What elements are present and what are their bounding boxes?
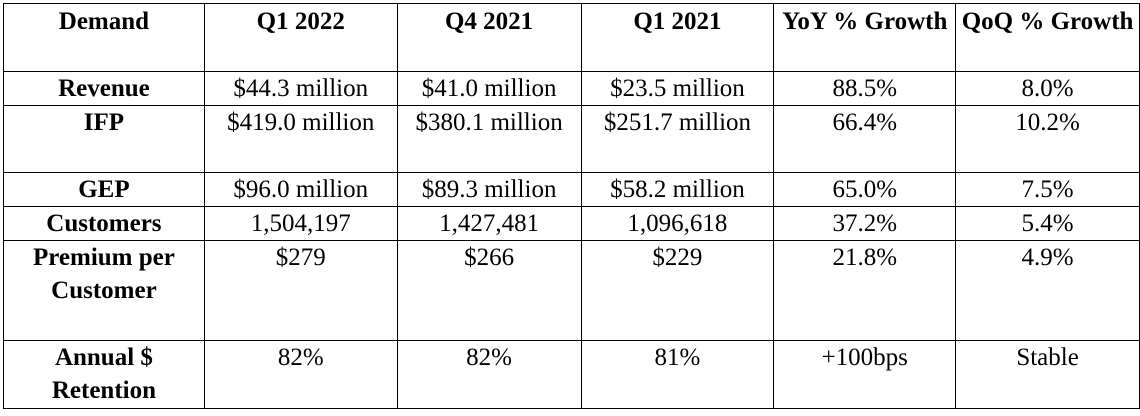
cell-retention-q4-2021: 82% bbox=[396, 340, 582, 409]
row-label-annual-retention: Annual $ Retention bbox=[3, 340, 205, 409]
cell-ifp-q1-2022: $419.0 million bbox=[203, 105, 398, 173]
cell-revenue-q1-2021: $23.5 million bbox=[580, 71, 775, 106]
cell-premium-q1-2021: $229 bbox=[580, 240, 775, 341]
cell-customers-q1-2021: 1,096,618 bbox=[580, 206, 775, 241]
demand-metrics-table: Demand Q1 2022 Q4 2021 Q1 2021 YoY % Gro… bbox=[3, 3, 1140, 409]
header-row: Demand Q1 2022 Q4 2021 Q1 2021 YoY % Gro… bbox=[3, 3, 1140, 72]
cell-retention-q1-2021: 81% bbox=[580, 340, 775, 409]
cell-revenue-q1-2022: $44.3 million bbox=[203, 71, 398, 106]
table-row-revenue: Revenue $44.3 million $41.0 million $23.… bbox=[3, 71, 1140, 106]
cell-premium-qoq: 4.9% bbox=[955, 240, 1140, 341]
cell-ifp-yoy: 66.4% bbox=[773, 105, 957, 173]
cell-revenue-q4-2021: $41.0 million bbox=[396, 71, 582, 106]
cell-ifp-q1-2021: $251.7 million bbox=[580, 105, 775, 173]
row-label-customers: Customers bbox=[3, 206, 205, 241]
table-row-customers: Customers 1,504,197 1,427,481 1,096,618 … bbox=[3, 206, 1140, 241]
column-header-q4-2021: Q4 2021 bbox=[396, 3, 582, 72]
table-row-ifp: IFP $419.0 million $380.1 million $251.7… bbox=[3, 105, 1140, 173]
cell-ifp-q4-2021: $380.1 million bbox=[396, 105, 582, 173]
column-header-demand: Demand bbox=[3, 3, 205, 72]
row-label-premium-per-customer: Premium per Customer bbox=[3, 240, 205, 341]
cell-gep-q1-2021: $58.2 million bbox=[580, 172, 775, 207]
cell-revenue-yoy: 88.5% bbox=[773, 71, 957, 106]
cell-retention-qoq: Stable bbox=[955, 340, 1140, 409]
cell-gep-qoq: 7.5% bbox=[955, 172, 1140, 207]
row-label-ifp: IFP bbox=[3, 105, 205, 173]
row-label-gep: GEP bbox=[3, 172, 205, 207]
cell-customers-q1-2022: 1,504,197 bbox=[203, 206, 398, 241]
cell-customers-q4-2021: 1,427,481 bbox=[396, 206, 582, 241]
cell-premium-yoy: 21.8% bbox=[773, 240, 957, 341]
column-header-yoy-growth: YoY % Growth bbox=[773, 3, 957, 72]
cell-gep-q1-2022: $96.0 million bbox=[203, 172, 398, 207]
table-row-annual-retention: Annual $ Retention 82% 82% 81% +100bps S… bbox=[3, 340, 1140, 409]
cell-premium-q1-2022: $279 bbox=[203, 240, 398, 341]
column-header-q1-2021: Q1 2021 bbox=[580, 3, 775, 72]
row-label-revenue: Revenue bbox=[3, 71, 205, 106]
cell-retention-yoy: +100bps bbox=[773, 340, 957, 409]
cell-revenue-qoq: 8.0% bbox=[955, 71, 1140, 106]
cell-gep-q4-2021: $89.3 million bbox=[396, 172, 582, 207]
cell-customers-yoy: 37.2% bbox=[773, 206, 957, 241]
table-row-premium-per-customer: Premium per Customer $279 $266 $229 21.8… bbox=[3, 240, 1140, 341]
table-row-gep: GEP $96.0 million $89.3 million $58.2 mi… bbox=[3, 172, 1140, 207]
cell-retention-q1-2022: 82% bbox=[203, 340, 398, 409]
cell-customers-qoq: 5.4% bbox=[955, 206, 1140, 241]
column-header-qoq-growth: QoQ % Growth bbox=[955, 3, 1140, 72]
column-header-q1-2022: Q1 2022 bbox=[203, 3, 398, 72]
cell-premium-q4-2021: $266 bbox=[396, 240, 582, 341]
cell-gep-yoy: 65.0% bbox=[773, 172, 957, 207]
cell-ifp-qoq: 10.2% bbox=[955, 105, 1140, 173]
